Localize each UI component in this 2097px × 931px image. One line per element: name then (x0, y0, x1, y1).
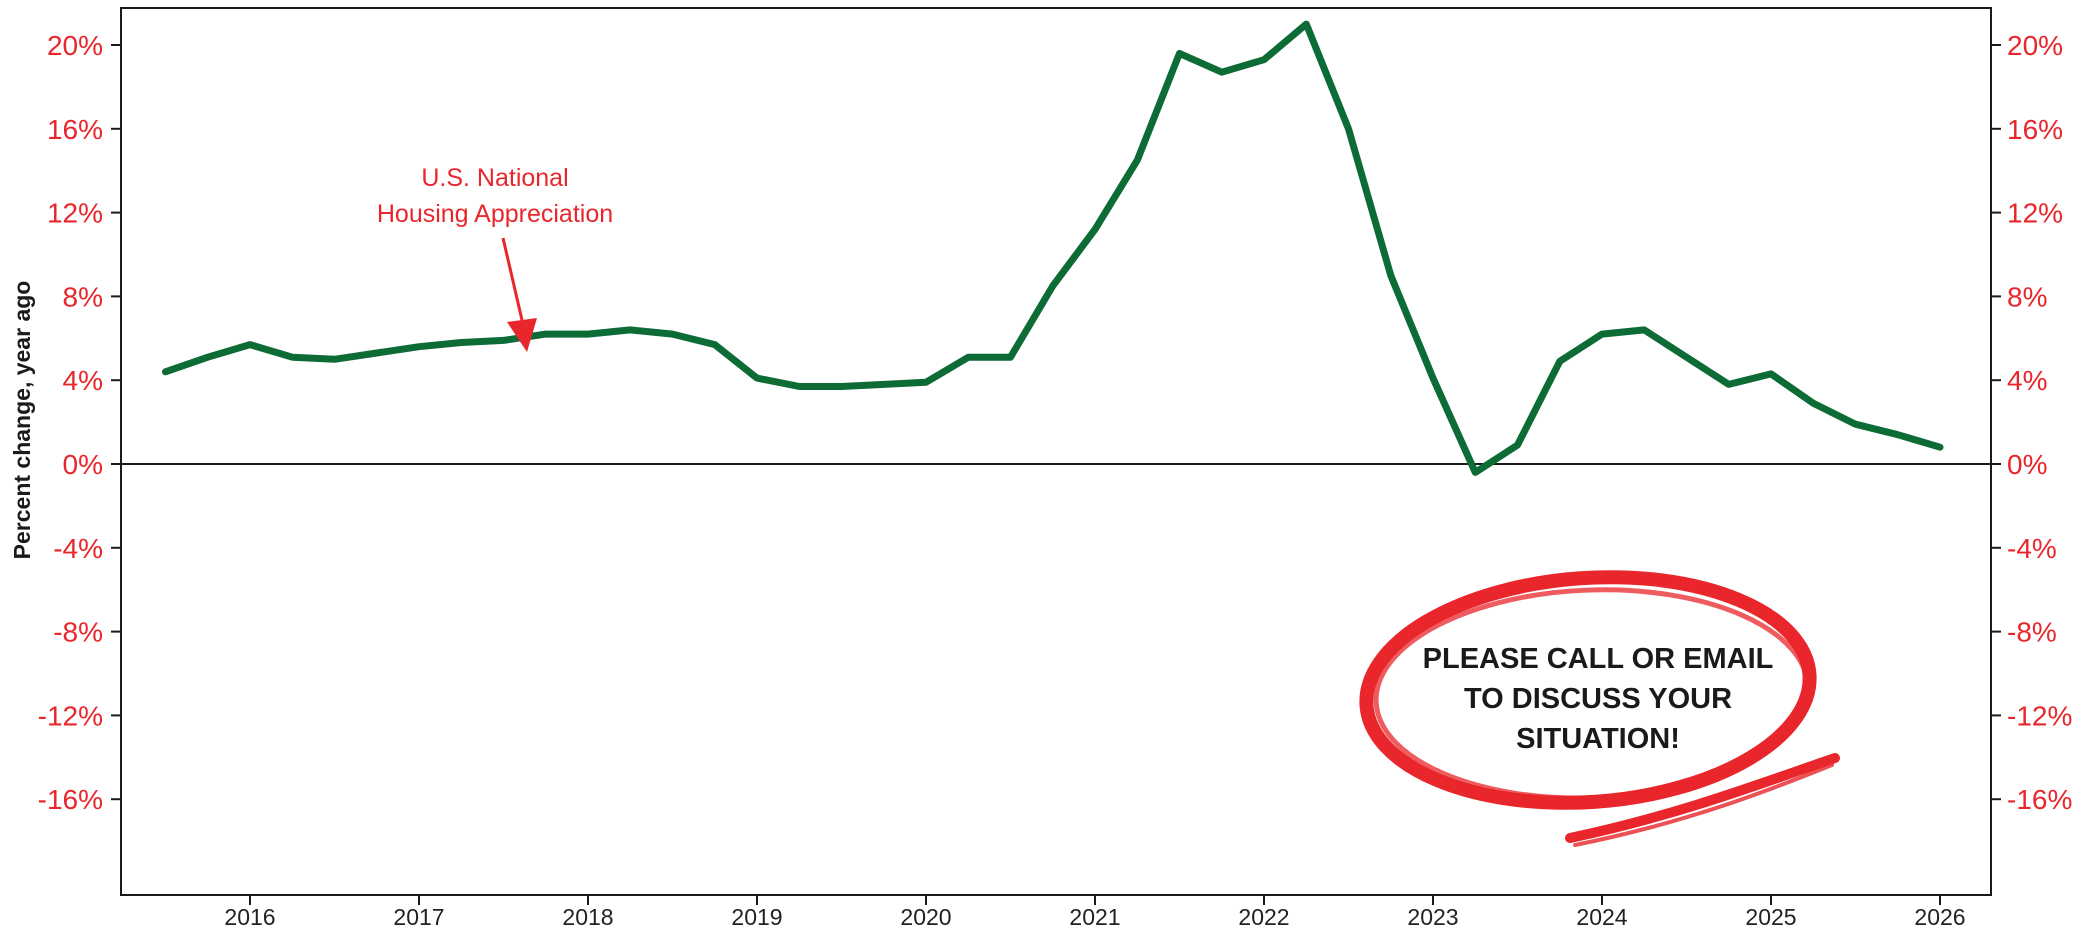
callout-circle (1359, 570, 1840, 847)
x-tick-label: 2026 (1914, 904, 1965, 930)
y-tick-label-left: 16% (47, 114, 103, 145)
y-tick-label-left: -12% (38, 700, 103, 731)
y-tick-label-right: 8% (2007, 281, 2047, 312)
series-points (164, 22, 1943, 474)
y-tick-label-right: -16% (2007, 784, 2072, 815)
y-tick-label-left: 12% (47, 198, 103, 229)
x-tick-label: 2022 (1238, 904, 1289, 930)
annotation-arrow (501, 237, 537, 352)
y-tick-label-left: 20% (47, 30, 103, 61)
x-tick-label: 2025 (1745, 904, 1796, 930)
y-tick-label-right: 20% (2007, 30, 2063, 61)
y-tick-label-left: -16% (38, 784, 103, 815)
callout-text-line2: TO DISCUSS YOUR (1464, 683, 1732, 715)
x-tick-label: 2023 (1407, 904, 1458, 930)
x-tick-label: 2017 (393, 904, 444, 930)
y-tick-label-right: 12% (2007, 198, 2063, 229)
y-tick-label-left: -8% (53, 617, 103, 648)
x-tick-label: 2021 (1069, 904, 1120, 930)
y-tick-label-right: 16% (2007, 114, 2063, 145)
y-tick-label-left: 4% (63, 365, 103, 396)
y-axis-right: 20% 16% 12% 8% 4% 0% -4% -8% -12% -16% (1991, 30, 2072, 815)
callout-text-line3: SITUATION! (1516, 723, 1680, 755)
y-tick-label-right: -12% (2007, 700, 2072, 731)
y-tick-label-right: -4% (2007, 533, 2057, 564)
callout-text-line1: PLEASE CALL OR EMAIL (1423, 643, 1774, 675)
y-tick-label-right: -8% (2007, 617, 2057, 648)
y-tick-label-left: -4% (53, 533, 103, 564)
x-tick-label: 2019 (731, 904, 782, 930)
x-tick-label: 2016 (224, 904, 275, 930)
x-tick-label: 2024 (1576, 904, 1627, 930)
series-annotation-line2: Housing Appreciation (377, 200, 613, 228)
x-axis: 2016 2017 2018 2019 2020 2021 2022 2023 2024 2025… (224, 895, 1966, 930)
x-tick-label: 2018 (562, 904, 613, 930)
y-tick-label-left: 0% (63, 449, 103, 480)
x-tick-label: 2020 (900, 904, 951, 930)
y-tick-label-left: 8% (63, 281, 103, 312)
y-axis-left: 20% 16% 12% 8% 4% 0% -4% -8% -12% -16% (38, 30, 121, 815)
series-annotation-line1: U.S. National (421, 164, 568, 192)
y-axis-label: Percent change, year ago (9, 281, 35, 560)
plot-frame (120, 7, 1992, 896)
series-line-housing-appreciation (162, 20, 1944, 476)
y-tick-label-right: 4% (2007, 365, 2047, 396)
y-tick-label-right: 0% (2007, 449, 2047, 480)
